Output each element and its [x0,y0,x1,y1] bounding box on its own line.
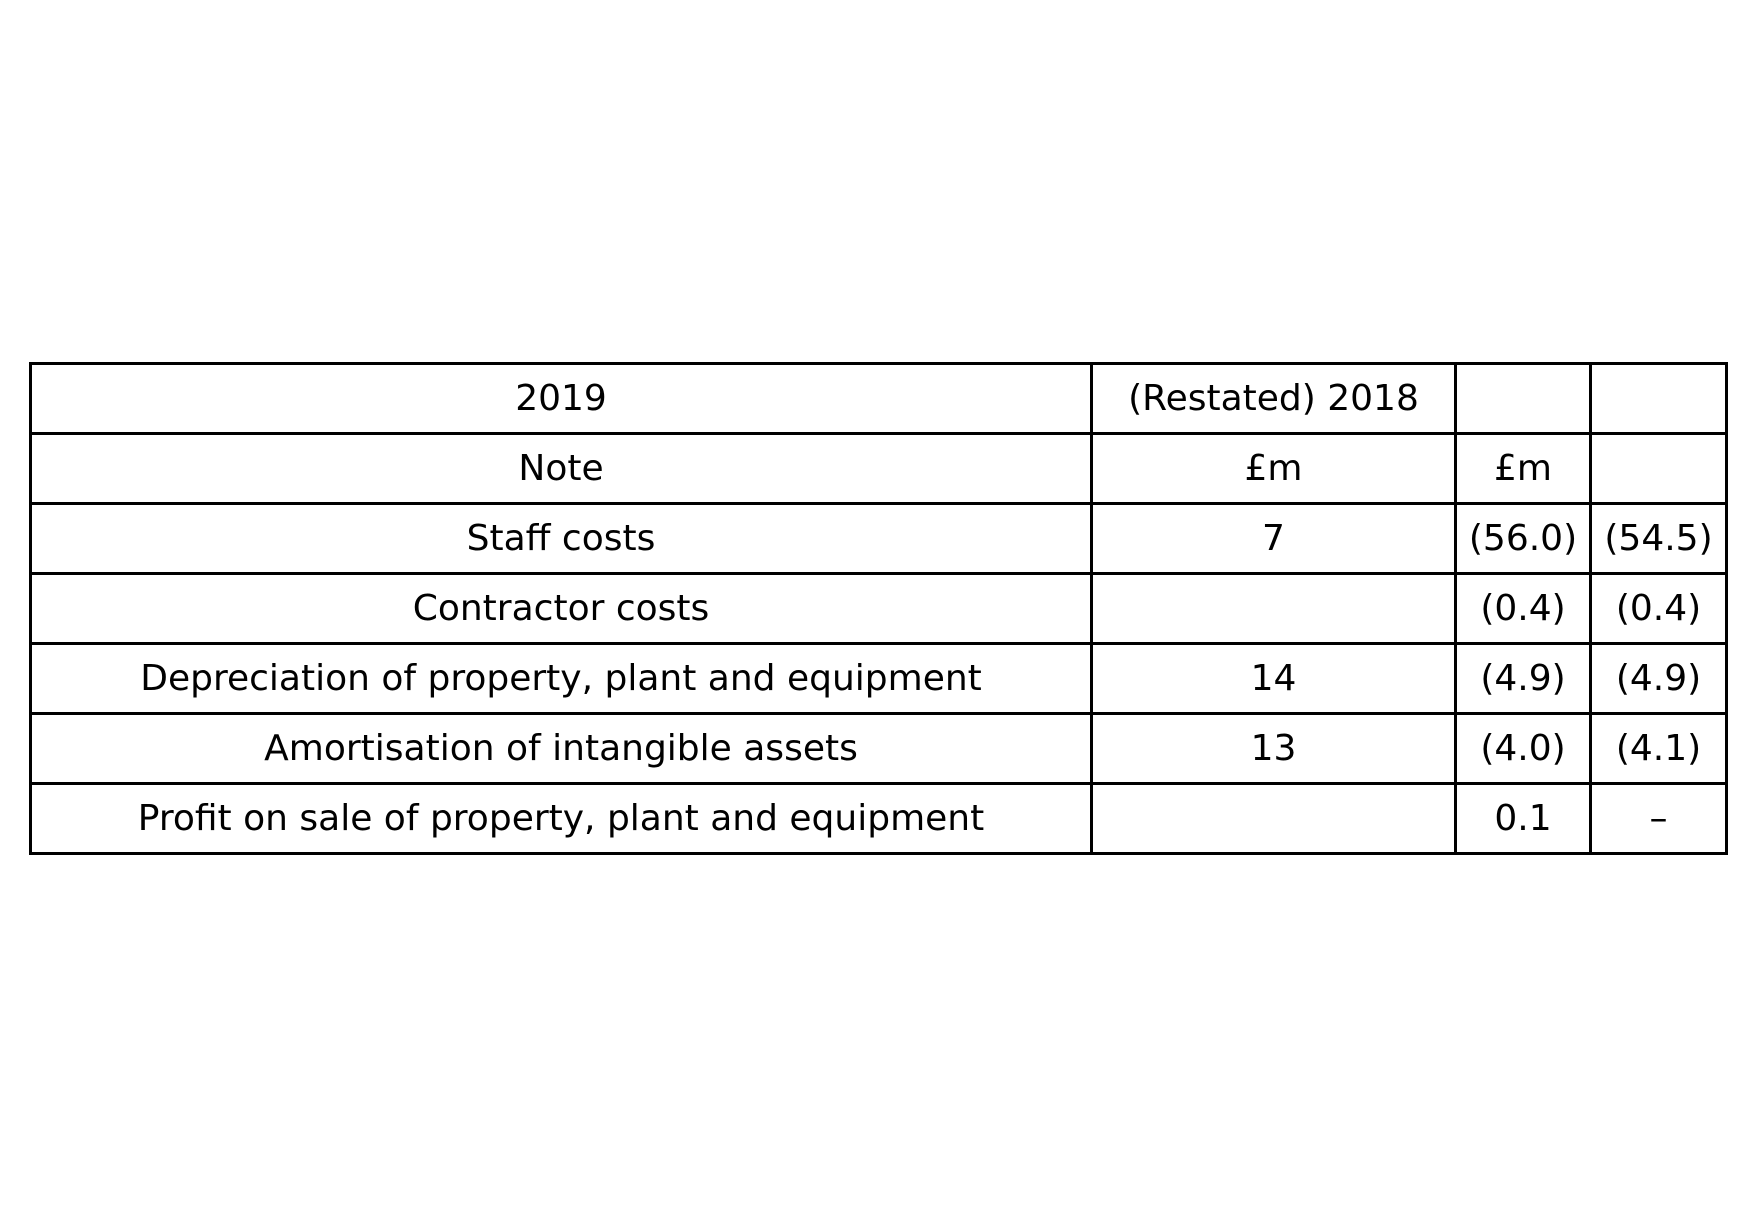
table-row: Depreciation of property, plant and equi… [29,642,1728,715]
table-cell: £m [1090,432,1457,505]
table-cell: (54.5) [1589,502,1728,575]
table-cell: £m [1454,432,1592,505]
table-cell: – [1589,782,1728,855]
table-row: Amortisation of intangible assets 13 (4.… [29,712,1728,785]
table-cell: Amortisation of intangible assets [29,712,1093,785]
table-row: Note £m £m [29,432,1728,505]
financial-table: 2019 (Restated) 2018 Note £m £m Staff co… [29,362,1728,855]
table-cell: 13 [1090,712,1457,785]
table-cell: (4.9) [1454,642,1592,715]
table-cell: Note [29,432,1093,505]
table-row: Staff costs 7 (56.0) (54.5) [29,502,1728,575]
table-cell: (4.9) [1589,642,1728,715]
table-cell: 2019 [29,362,1093,435]
table-cell: (56.0) [1454,502,1592,575]
table-cell: 7 [1090,502,1457,575]
table-cell: (4.1) [1589,712,1728,785]
table-cell: (4.0) [1454,712,1592,785]
table-cell: Staff costs [29,502,1093,575]
table-cell [1090,782,1457,855]
table-row: 2019 (Restated) 2018 [29,362,1728,435]
table-row: Profit on sale of property, plant and eq… [29,782,1728,855]
table-cell [1454,362,1592,435]
table-cell: Depreciation of property, plant and equi… [29,642,1093,715]
table-cell: Profit on sale of property, plant and eq… [29,782,1093,855]
table-cell: (Restated) 2018 [1090,362,1457,435]
table-cell: (0.4) [1589,572,1728,645]
table-row: Contractor costs (0.4) (0.4) [29,572,1728,645]
table-cell: Contractor costs [29,572,1093,645]
table-cell [1090,572,1457,645]
table-cell [1589,432,1728,505]
table-cell [1589,362,1728,435]
table-cell: 14 [1090,642,1457,715]
table-cell: (0.4) [1454,572,1592,645]
table-cell: 0.1 [1454,782,1592,855]
